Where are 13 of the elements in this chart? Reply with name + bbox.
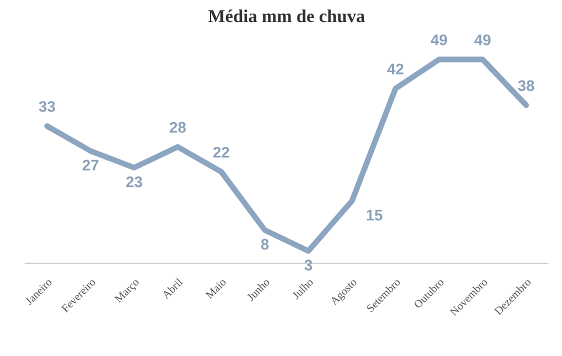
data-label: 42	[387, 64, 404, 74]
data-label: 27	[82, 160, 98, 170]
data-label: 15	[366, 210, 382, 221]
chart-title: Média mm de chuva	[208, 10, 365, 22]
data-label: 8	[261, 238, 269, 250]
data-label: 3	[304, 260, 312, 271]
data-label: 22	[213, 146, 230, 158]
data-label: 23	[126, 176, 142, 188]
data-label: 28	[170, 122, 186, 133]
data-label: 49	[474, 34, 491, 46]
data-label: 38	[518, 80, 534, 92]
data-label: 33	[38, 101, 56, 112]
data-label: 49	[430, 34, 447, 46]
